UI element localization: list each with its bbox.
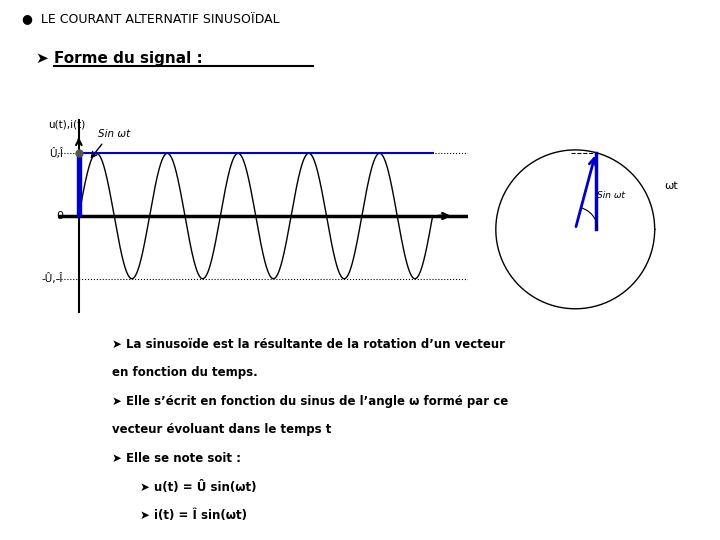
Text: 0: 0 [56, 211, 63, 221]
Bar [77, 153, 81, 216]
Text: -Û,-Î: -Û,-Î [42, 273, 63, 284]
Text: vecteur évoluant dans le temps t: vecteur évoluant dans le temps t [112, 423, 331, 436]
Text: ➤ Forme du signal :: ➤ Forme du signal : [36, 51, 203, 66]
Text: ➤ i(t) = Î sin(ωt): ➤ i(t) = Î sin(ωt) [140, 509, 248, 522]
Text: ωt: ωt [665, 181, 678, 191]
Text: u(t),i(t): u(t),i(t) [48, 119, 85, 130]
Text: Û,Î: Û,Î [49, 148, 63, 159]
Text: ➤ u(t) = Û sin(ωt): ➤ u(t) = Û sin(ωt) [140, 481, 257, 494]
Text: ➤ Elle se note soit :: ➤ Elle se note soit : [112, 452, 240, 465]
Text: Sin ωt: Sin ωt [99, 130, 130, 139]
Text: Sin ωt: Sin ωt [597, 192, 625, 200]
Text: ➤ La sinusoïde est la résultante de la rotation d’un vecteur: ➤ La sinusoïde est la résultante de la r… [112, 338, 505, 350]
Text: en fonction du temps.: en fonction du temps. [112, 366, 257, 379]
Text: ➤ Elle s’écrit en fonction du sinus de l’angle ω formé par ce: ➤ Elle s’écrit en fonction du sinus de l… [112, 395, 508, 408]
Text: ●  LE COURANT ALTERNATIF SINUSOÏDAL: ● LE COURANT ALTERNATIF SINUSOÏDAL [22, 14, 279, 26]
